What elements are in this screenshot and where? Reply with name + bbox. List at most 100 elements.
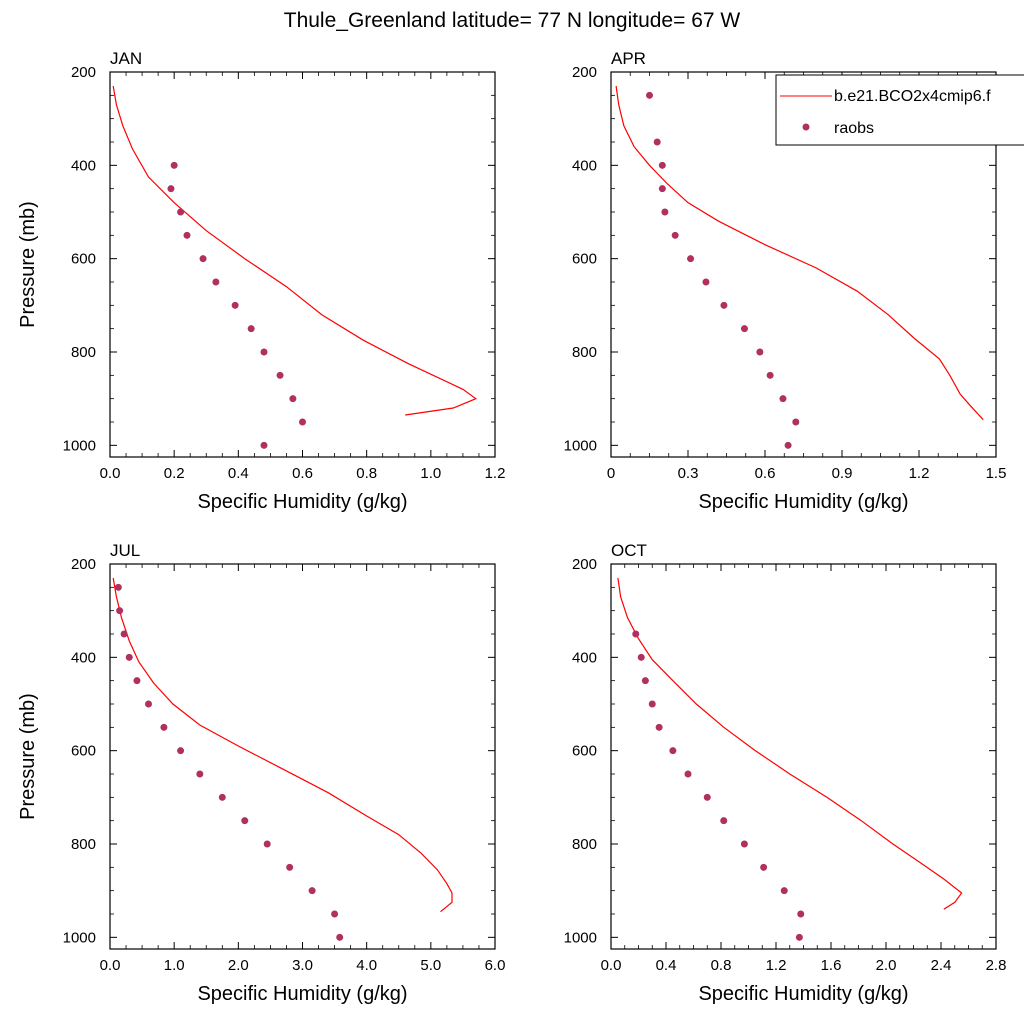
x-tick-label: 0.0: [601, 957, 622, 974]
x-tick-label: 2.0: [876, 957, 897, 974]
legend-obs-label: raobs: [834, 120, 874, 137]
raobs-point: [331, 910, 339, 918]
y-tick-label: 800: [71, 836, 96, 853]
raobs-point: [170, 161, 178, 169]
raobs-point: [247, 325, 255, 333]
legend: b.e21.BCO2x4cmip6.f raobs: [775, 74, 1024, 146]
raobs-point: [780, 887, 788, 895]
y-tick-label: 200: [572, 556, 597, 573]
model-profile-line: [615, 85, 984, 421]
x-tick-label: 6.0: [485, 957, 506, 974]
raobs-point: [702, 278, 710, 286]
raobs-point: [120, 630, 128, 638]
plot-frame: [109, 563, 496, 950]
x-tick-label: 1.0: [164, 957, 185, 974]
raobs-point: [641, 677, 649, 685]
raobs-point: [260, 441, 268, 449]
y-tick-label: 1000: [564, 437, 597, 454]
panel-oct: OCT 0.0 0.4 0.8 1.2 1.6 2.0 2.4 2.8 200 400 600 800 1…: [564, 541, 1007, 1005]
x-axis-label: Specific Humidity (g/kg): [698, 491, 908, 513]
y-tick-label: 1000: [564, 929, 597, 946]
panel-title: JUL: [110, 541, 140, 560]
raobs-point: [684, 770, 692, 778]
raobs-point: [286, 863, 294, 871]
x-tick-label: 1.2: [909, 465, 930, 482]
y-tick-label: 200: [572, 64, 597, 81]
raobs-point: [167, 185, 175, 193]
model-profile-line: [617, 577, 963, 910]
y-tick-label: 400: [71, 157, 96, 174]
raobs-point: [740, 840, 748, 848]
raobs-point: [766, 371, 774, 379]
raobs-point: [114, 583, 122, 591]
raobs-point: [632, 630, 640, 638]
x-tick-label: 2.0: [228, 957, 249, 974]
x-tick-label: 2.8: [986, 957, 1007, 974]
panel-title: JAN: [110, 49, 142, 68]
figure-title: Thule_Greenland latitude= 77 N longitude…: [284, 9, 741, 32]
raobs-point: [669, 747, 677, 755]
x-tick-label: 0.0: [100, 465, 121, 482]
raobs-point: [336, 933, 344, 941]
raobs-point: [784, 441, 792, 449]
x-tick-label: 0.6: [292, 465, 313, 482]
model-profile-line: [112, 577, 453, 913]
plot-frame: [610, 563, 997, 950]
y-tick-label: 600: [572, 743, 597, 760]
raobs-point: [703, 793, 711, 801]
y-tick-label: 800: [71, 344, 96, 361]
raobs-point: [133, 677, 141, 685]
x-tick-label: 1.2: [766, 957, 787, 974]
y-axis-label: Pressure (mb): [17, 693, 39, 820]
panel-jul: JUL 0.0 1.0 2.0 3.0 4.0 5.0 6.0 200 400 600 800 1000…: [17, 541, 505, 1005]
raobs-point: [260, 348, 268, 356]
x-tick-label: 3.0: [292, 957, 313, 974]
raobs-point: [653, 138, 661, 146]
raobs-point: [756, 348, 764, 356]
x-tick-label: 0.9: [832, 465, 853, 482]
x-tick-label: 1.0: [420, 465, 441, 482]
x-tick-label: 0.4: [656, 957, 677, 974]
raobs-point: [648, 700, 656, 708]
raobs-point: [145, 700, 152, 708]
y-tick-label: 800: [572, 836, 597, 853]
x-tick-label: 0.6: [755, 465, 776, 482]
x-tick-label: 5.0: [420, 957, 441, 974]
y-tick-label: 600: [71, 743, 96, 760]
x-tick-label: 1.2: [485, 465, 506, 482]
x-axis-label: Specific Humidity (g/kg): [197, 491, 407, 513]
raobs-point: [720, 817, 728, 825]
legend-box: [775, 74, 1024, 146]
panel-jan: JAN 0.0 0.2 0.4 0.6 0.8 1.0 1.2 200 400 600 800 1000…: [17, 49, 505, 513]
raobs-point: [177, 208, 185, 216]
raobs-point: [740, 325, 748, 333]
y-tick-label: 1000: [63, 437, 96, 454]
raobs-point: [183, 231, 191, 239]
legend-model-label: b.e21.BCO2x4cmip6.f: [834, 88, 991, 105]
y-tick-label: 1000: [63, 929, 96, 946]
x-tick-label: 0: [607, 465, 615, 482]
x-axis-label: Specific Humidity (g/kg): [197, 983, 407, 1005]
raobs-point: [231, 301, 239, 309]
raobs-point: [218, 793, 226, 801]
raobs-point: [655, 723, 663, 731]
y-tick-label: 400: [572, 157, 597, 174]
raobs-point: [116, 607, 124, 615]
raobs-point: [795, 933, 803, 941]
x-tick-label: 0.8: [356, 465, 377, 482]
raobs-point: [637, 653, 645, 661]
x-axis-label: Specific Humidity (g/kg): [698, 983, 908, 1005]
raobs-point: [658, 185, 666, 193]
y-tick-label: 600: [71, 251, 96, 268]
legend-obs-swatch: [802, 123, 810, 131]
panel-apr: APR 0 0.3 0.6 0.9 1.2 1.5 200 400 600 800 1000 Speci…: [564, 49, 1007, 513]
y-tick-label: 800: [572, 344, 597, 361]
plot-frame: [109, 71, 496, 458]
raobs-point: [658, 161, 666, 169]
x-tick-label: 4.0: [356, 957, 377, 974]
x-tick-label: 0.4: [228, 465, 249, 482]
y-axis-label: Pressure (mb): [17, 201, 39, 328]
x-tick-label: 0.8: [711, 957, 732, 974]
x-tick-label: 1.5: [986, 465, 1007, 482]
